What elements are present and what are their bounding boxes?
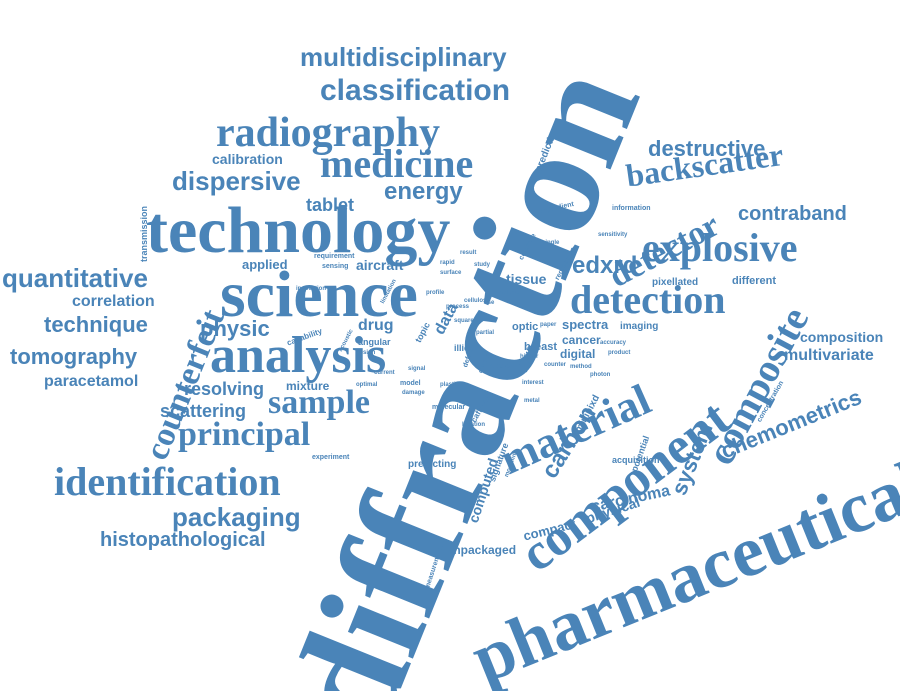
word-design: design xyxy=(356,350,376,356)
word-model: model xyxy=(400,380,421,387)
word-tissue: tissue xyxy=(506,271,547,287)
word-science: science xyxy=(220,258,418,331)
word-histopathological: histopathological xyxy=(100,529,266,551)
word-drug: drug xyxy=(358,317,394,334)
word-cellulose: cellulose xyxy=(464,298,490,304)
word-packaging: packaging xyxy=(172,502,301,532)
word-study: study xyxy=(474,262,491,268)
word-different: different xyxy=(732,275,776,287)
word-plastic: plastic xyxy=(440,382,460,388)
word-result: result xyxy=(460,250,477,256)
word-energy: energy xyxy=(384,178,463,205)
word-quantitative: quantitative xyxy=(2,263,148,293)
word-profile: profile xyxy=(426,290,445,296)
word-multivariate: multivariate xyxy=(784,347,874,364)
word-physic: physic xyxy=(200,316,270,341)
word-angular: angular xyxy=(358,337,391,347)
word-surface: surface xyxy=(440,270,462,276)
word-metal: metal xyxy=(524,398,540,404)
word-resolving: resolving xyxy=(184,379,265,399)
word-mixture: mixture xyxy=(286,379,330,393)
word-correlation: correlation xyxy=(72,293,155,310)
word-principal: principal xyxy=(178,416,311,453)
word-optic: optic xyxy=(512,321,539,333)
word-technique: technique xyxy=(44,312,148,337)
word-dispersive: dispersive xyxy=(172,166,301,196)
word-calibration: calibration xyxy=(212,151,283,167)
word-information: information xyxy=(612,205,651,212)
word-identification: identification xyxy=(54,459,281,504)
word-paper: paper xyxy=(540,322,557,328)
word-sensing: sensing xyxy=(322,263,349,270)
word-applied: applied xyxy=(242,257,288,272)
word-medicine: medicine xyxy=(320,141,474,186)
word-unpackaged: unpackaged xyxy=(446,543,517,557)
word-analysis: analysis xyxy=(210,327,387,384)
word-explosive: explosive xyxy=(642,225,798,270)
word-use: use xyxy=(484,300,495,306)
word-paracetamol: paracetamol xyxy=(44,373,139,390)
word-contraband: contraband xyxy=(738,203,847,225)
word-requirement: requirement xyxy=(314,253,355,260)
word-experiment: experiment xyxy=(312,454,350,461)
word-pixellated: pixellated xyxy=(652,277,699,288)
word-predicting: predicting xyxy=(408,459,457,470)
word-cancer: cancer xyxy=(562,333,601,347)
word-edxrd: edxrd xyxy=(572,252,638,279)
word-inspection: inspection xyxy=(296,286,327,292)
word-scale: scale xyxy=(490,361,511,370)
word-molecular: molecular xyxy=(432,404,466,411)
word-current: current xyxy=(374,370,395,376)
word-damage: damage xyxy=(402,390,425,396)
word-product: product xyxy=(608,350,631,356)
word-process: process xyxy=(446,304,470,310)
word-location: location xyxy=(462,422,486,428)
word-single: single xyxy=(542,240,560,246)
word-optimal: optimal xyxy=(356,382,378,388)
word-aircraft: aircraft xyxy=(356,257,404,273)
word-sensitivity: sensitivity xyxy=(598,232,628,238)
word-radiography: radiography xyxy=(216,110,441,156)
word-breast: breast xyxy=(524,341,558,353)
word-rapid: rapid xyxy=(440,260,455,266)
word-sample: sample xyxy=(268,384,370,421)
word-multidisciplinary: multidisciplinary xyxy=(300,42,507,72)
word-include: include xyxy=(498,290,520,296)
word-classification: classification xyxy=(320,74,511,107)
word-destructive: destructive xyxy=(648,136,766,161)
word-digital: digital xyxy=(560,347,596,361)
word-illicit: illicit xyxy=(454,343,475,353)
word-acquisition: acquisition xyxy=(612,455,660,465)
word-partial: partial xyxy=(476,330,495,336)
word-accuracy: accuracy xyxy=(600,340,627,346)
word-interest: interest xyxy=(522,380,544,386)
word-spectra: spectra xyxy=(562,317,609,332)
word-detection: detection xyxy=(570,277,726,322)
word-photon: photon xyxy=(590,372,611,378)
word-counter: counter xyxy=(544,362,567,368)
word-imaging: imaging xyxy=(620,321,659,332)
word-scattering: scattering xyxy=(160,401,247,421)
word-tomography: tomography xyxy=(10,344,138,369)
word-higher: higher xyxy=(520,354,539,360)
word-transmission: transmission xyxy=(139,205,149,262)
word-method: method xyxy=(570,364,592,370)
word-composition: composition xyxy=(800,329,884,345)
word-signal: signal xyxy=(408,366,426,372)
word-square: square xyxy=(454,318,474,324)
word-tablet: tablet xyxy=(306,195,355,215)
word-technology: technology xyxy=(146,194,451,267)
